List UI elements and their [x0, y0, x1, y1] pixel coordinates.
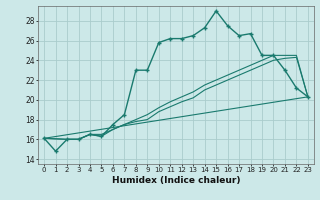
X-axis label: Humidex (Indice chaleur): Humidex (Indice chaleur): [112, 176, 240, 185]
